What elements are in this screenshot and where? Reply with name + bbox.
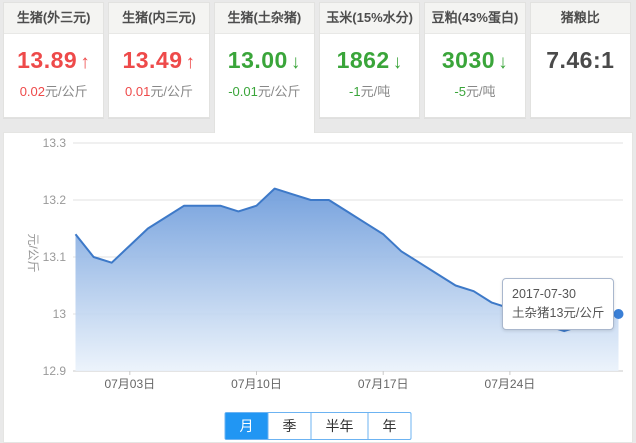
card-value: 7.46:1 xyxy=(531,48,630,72)
card-pig-neisanyuan[interactable]: 生猪(内三元) 13.49 ↑ 0.01元/公斤 xyxy=(108,2,210,118)
price-value: 13.00 xyxy=(227,47,288,73)
tab-half-year[interactable]: 半年 xyxy=(310,413,368,439)
y-tick-label: 13.3 xyxy=(43,136,67,150)
down-arrow-icon: ↓ xyxy=(392,52,403,73)
change-value: 0.02 xyxy=(19,84,45,99)
price-value: 13.89 xyxy=(17,47,78,73)
card-corn[interactable]: 玉米(15%水分) 1862 ↓ -1元/吨 xyxy=(318,2,421,118)
change-unit: 元/公斤 xyxy=(150,84,193,99)
card-soybean-meal[interactable]: 豆粕(43%蛋白) 3030 ↓ -5元/吨 xyxy=(424,2,526,118)
card-change: -1元/吨 xyxy=(320,84,419,99)
tab-year[interactable]: 年 xyxy=(367,413,411,439)
card-change: 0.02元/公斤 xyxy=(4,84,103,99)
tab-month[interactable]: 月 xyxy=(225,413,268,439)
change-unit: 元/吨 xyxy=(465,84,496,99)
tab-quarter[interactable]: 季 xyxy=(267,413,311,439)
card-title: 生猪(内三元) xyxy=(109,3,209,34)
area-fill xyxy=(75,188,619,371)
change-value: -0.01 xyxy=(228,84,258,99)
chart-tooltip: 2017-07-30 土杂猪13元/公斤 xyxy=(502,278,615,330)
card-change: -5元/吨 xyxy=(425,84,524,99)
card-title: 豆粕(43%蛋白) xyxy=(425,3,525,34)
price-value: 13.49 xyxy=(122,47,183,73)
down-arrow-icon: ↓ xyxy=(290,52,301,73)
card-value: 13.49 ↑ xyxy=(109,48,208,75)
card-pig-grain-ratio[interactable]: 猪粮比 7.46:1 xyxy=(529,2,631,118)
card-pig-waisanyuan[interactable]: 生猪(外三元) 13.89 ↑ 0.02元/公斤 xyxy=(3,2,105,118)
card-change: -0.01元/公斤 xyxy=(215,84,314,99)
up-arrow-icon: ↑ xyxy=(80,52,91,73)
down-arrow-icon: ↓ xyxy=(498,52,509,73)
x-tick-label: 07月03日 xyxy=(104,377,155,391)
change-unit: 元/公斤 xyxy=(257,84,301,99)
x-tick-label: 07月17日 xyxy=(358,377,409,391)
y-axis-title: 元/公斤 xyxy=(26,233,40,272)
change-unit: 元/公斤 xyxy=(45,84,88,99)
quote-cards-row: 生猪(外三元) 13.89 ↑ 0.02元/公斤 生猪(内三元) 13.49 ↑ 0… xyxy=(3,2,631,133)
y-tick-label: 13.1 xyxy=(43,250,67,264)
card-value: 13.89 ↑ xyxy=(4,48,103,75)
card-title: 生猪(土杂猪) xyxy=(214,3,314,34)
change-unit: 元/吨 xyxy=(360,84,391,99)
x-tick-label: 07月10日 xyxy=(231,377,282,391)
card-title: 生猪(外三元) xyxy=(4,3,104,34)
card-value: 13.00 ↓ xyxy=(215,48,314,75)
tooltip-date: 2017-07-30 xyxy=(512,287,576,301)
up-arrow-icon: ↑ xyxy=(185,52,196,73)
x-tick-label: 07月24日 xyxy=(485,377,536,391)
card-value: 3030 ↓ xyxy=(425,48,524,75)
card-title: 猪粮比 xyxy=(530,3,630,34)
card-title: 玉米(15%水分) xyxy=(319,3,420,34)
card-value: 1862 ↓ xyxy=(320,48,419,75)
change-value: -1 xyxy=(349,84,361,99)
ratio-value: 7.46:1 xyxy=(546,47,615,73)
y-tick-label: 13.2 xyxy=(43,193,67,207)
hover-point-dot xyxy=(613,309,624,319)
card-change: 0.01元/公斤 xyxy=(109,84,208,99)
card-pig-tuzazhu[interactable]: 生猪(土杂猪) 13.00 ↓ -0.01元/公斤 xyxy=(213,2,315,133)
y-tick-label: 12.9 xyxy=(43,364,67,378)
y-tick-label: 13 xyxy=(53,307,67,321)
price-value: 3030 xyxy=(441,47,496,73)
period-tabs: 月 季 半年 年 xyxy=(224,412,412,440)
change-value: -5 xyxy=(454,84,466,99)
change-value: 0.01 xyxy=(125,84,151,99)
tooltip-value: 土杂猪13元/公斤 xyxy=(512,306,605,320)
price-value: 1862 xyxy=(336,47,390,73)
